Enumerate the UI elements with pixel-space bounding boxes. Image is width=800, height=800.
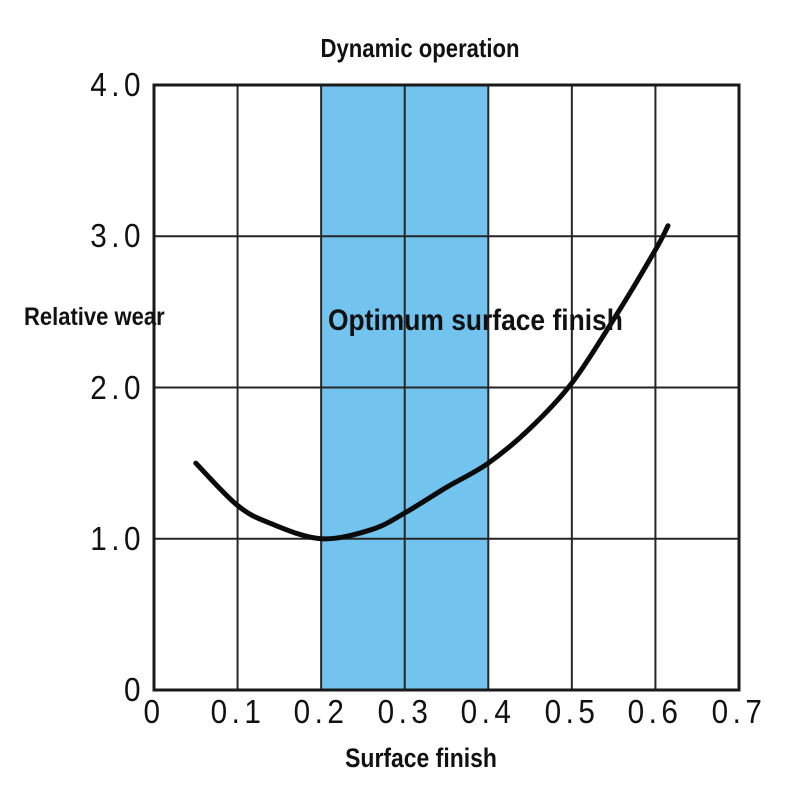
optimum-band-label: Optimum surface finish [328,304,623,337]
chart-title: Dynamic operation [320,33,520,63]
y-tick-label: 0 [123,671,145,708]
x-tick-label: 0.6 [628,693,683,730]
wear-curve [193,223,671,542]
y-axis-label: Relative wear [24,303,165,331]
x-axis-label: Surface finish [345,743,497,773]
y-tick-label: 4.0 [90,66,145,103]
x-tick-label: 0.4 [460,693,516,730]
y-tick-label: 3.0 [90,217,145,255]
x-tick-label: 0.2 [293,693,349,730]
x-tick-label: 0 [143,693,165,730]
x-tick-label: 0.3 [377,693,433,730]
x-tick-label: 0.5 [544,693,600,730]
x-tick-label: 0.7 [711,693,767,730]
plot-frame [152,83,741,692]
y-tick-label: 1.0 [90,519,145,557]
x-tick-label: 0.1 [210,693,265,730]
y-tick-label: 2.0 [90,368,145,406]
